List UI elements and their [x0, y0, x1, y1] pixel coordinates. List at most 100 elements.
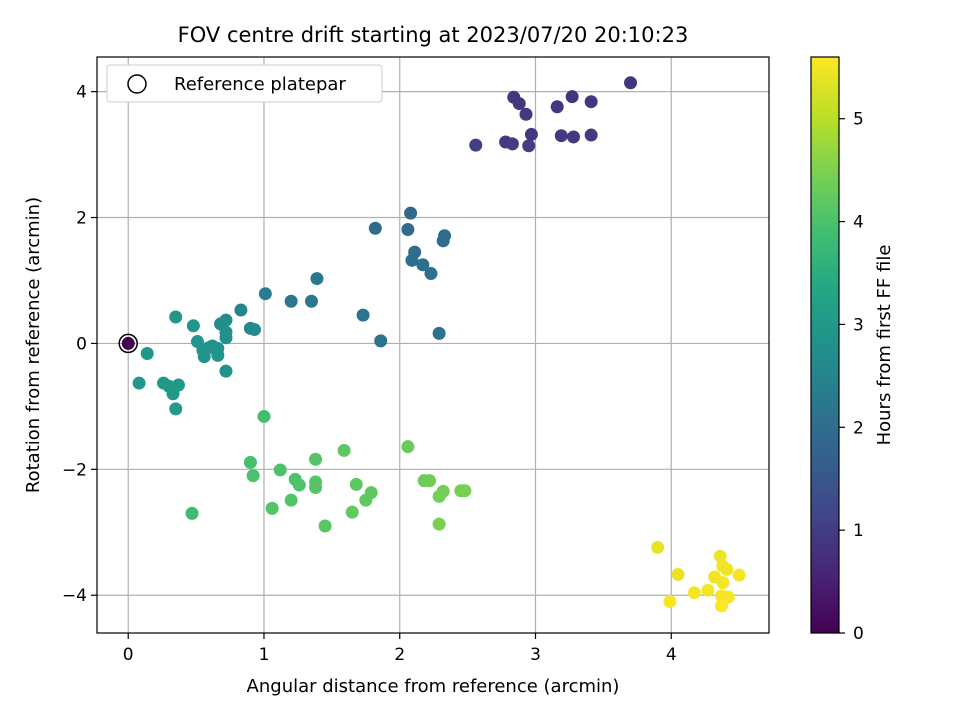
scatter-point	[663, 595, 677, 609]
scatter-point	[424, 267, 438, 281]
scatter-point	[401, 440, 415, 454]
scatter-point	[716, 576, 730, 590]
scatter-point	[565, 90, 579, 104]
scatter-point	[554, 129, 568, 143]
scatter-point	[713, 549, 727, 563]
scatter-point	[524, 127, 538, 141]
chart-title: FOV centre drift starting at 2023/07/20 …	[178, 23, 689, 47]
scatter-point	[720, 562, 734, 576]
scatter-point	[359, 493, 373, 507]
scatter-point	[714, 599, 728, 613]
scatter-point	[522, 139, 536, 153]
reference-platepar-marker	[118, 333, 138, 354]
scatter-point	[356, 308, 370, 322]
x-tick-label: 0	[123, 645, 134, 665]
scatter-point	[190, 335, 204, 349]
colorbar-gradient	[810, 56, 840, 634]
scatter-point	[211, 348, 225, 362]
scatter-point	[337, 443, 351, 457]
scatter-point	[721, 590, 735, 604]
y-axis-label: Rotation from reference (arcmin)	[23, 197, 44, 493]
y-tick-label: −4	[62, 586, 87, 606]
scatter-point	[219, 331, 233, 345]
plot-area: 0 1 2 3 4 −4 −2 0 2 4	[62, 56, 770, 665]
scatter-point	[432, 517, 446, 531]
scatter-point	[234, 303, 248, 317]
scatter-point	[185, 506, 199, 520]
scatter-point	[243, 455, 257, 469]
scatter-point	[469, 138, 483, 152]
scatter-point	[257, 409, 271, 423]
scatter-point	[584, 95, 598, 109]
colorbar-tick-label: 0	[853, 624, 864, 644]
scatter-point	[349, 477, 363, 491]
scatter-point	[567, 130, 581, 144]
colorbar-ticks: 0 1 2 3 4 5	[839, 110, 864, 644]
scatter-point	[416, 258, 430, 272]
y-tick-label: 0	[76, 334, 87, 354]
scatter-point	[304, 294, 318, 308]
scatter-point	[309, 452, 323, 466]
scatter-point	[404, 206, 418, 220]
legend: Reference platepar	[106, 64, 383, 103]
scatter-point	[284, 294, 298, 308]
scatter-point	[405, 253, 419, 267]
scatter-point	[512, 97, 526, 111]
scatter-point	[309, 481, 323, 495]
scatter-point	[310, 272, 324, 286]
x-axis-label: Angular distance from reference (arcmin)	[247, 676, 620, 697]
legend-box	[106, 64, 383, 103]
scatter-point	[671, 567, 685, 581]
scatter-point	[284, 493, 298, 507]
colorbar-tick-label: 4	[853, 213, 864, 233]
x-tick-label: 4	[666, 645, 677, 665]
colorbar-label: Hours from first FF file	[874, 245, 895, 446]
scatter-point	[219, 364, 233, 378]
scatter-point	[368, 221, 382, 235]
scatter-point	[651, 540, 665, 554]
x-tick-label: 2	[394, 645, 405, 665]
scatter-point	[374, 334, 388, 348]
legend-reference-marker-icon	[127, 74, 147, 94]
scatter-point	[273, 463, 287, 477]
scatter-point	[423, 474, 437, 488]
scatter-points	[121, 76, 746, 613]
scatter-point	[624, 76, 638, 90]
scatter-point	[132, 376, 146, 390]
y-axis-ticks: −4 −2 0 2 4	[62, 83, 97, 606]
scatter-point	[505, 137, 519, 151]
scatter-point	[318, 519, 332, 533]
colorbar-tick-label: 5	[853, 110, 864, 130]
scatter-point	[550, 100, 564, 114]
scatter-point	[345, 505, 359, 519]
scatter-point	[140, 346, 154, 360]
scatter-point	[265, 501, 279, 515]
scatter-point	[584, 128, 598, 142]
scatter-point	[432, 326, 446, 340]
plot-frame	[96, 56, 770, 634]
scatter-point	[458, 484, 472, 498]
scatter-point	[687, 586, 701, 600]
colorbar-tick-label: 3	[853, 315, 864, 335]
scatter-point	[519, 107, 533, 121]
legend-entry-label: Reference platepar	[174, 74, 346, 95]
scatter-point	[246, 469, 260, 483]
scatter-point	[197, 350, 211, 364]
scatter-point	[169, 402, 183, 416]
scatter-point	[436, 234, 450, 248]
scatter-point	[247, 323, 261, 337]
scatter-point	[258, 287, 272, 301]
reference-marker-layer	[118, 333, 138, 354]
scatter-point	[292, 478, 306, 492]
scatter-point	[432, 489, 446, 503]
x-tick-label: 3	[530, 645, 541, 665]
scatter-point	[166, 387, 180, 401]
y-tick-label: 4	[76, 83, 87, 103]
scatter-point	[121, 336, 135, 350]
y-tick-label: 2	[76, 209, 87, 229]
scatter-point	[169, 310, 183, 324]
scatter-point	[732, 568, 746, 582]
colorbar-tick-label: 2	[853, 418, 864, 438]
colorbar: 0 1 2 3 4 5 Hours from first FF file	[810, 56, 895, 644]
